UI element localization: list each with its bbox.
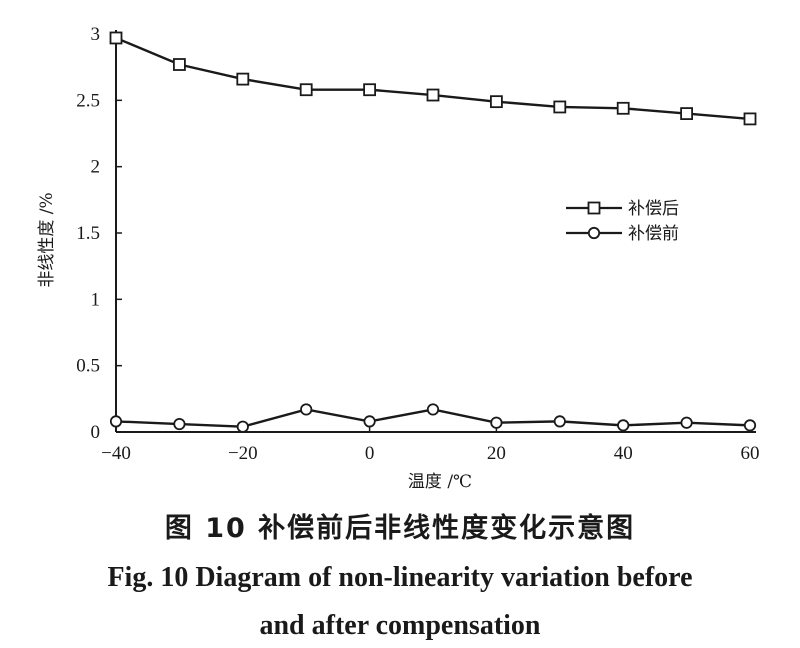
x-tick-label: 20 — [487, 443, 506, 464]
data-point — [743, 112, 757, 126]
y-tick-label: 3 — [91, 24, 101, 45]
legend-marker — [587, 226, 601, 240]
data-point — [426, 88, 440, 102]
data-point — [236, 72, 250, 86]
y-ticks: 0 0.5 1 1.5 2 2.5 3 — [76, 24, 122, 443]
data-point — [680, 107, 693, 120]
data-point — [743, 419, 757, 432]
figure-caption-english-line2: and after compensation — [259, 610, 541, 641]
x-tick-label: 60 — [741, 443, 760, 464]
x-tick-label: −20 — [228, 443, 258, 464]
legend-item: 补偿前 — [566, 224, 679, 244]
y-axis-title: 非线性度 /% — [37, 192, 57, 287]
data-point — [489, 95, 503, 109]
data-point — [553, 415, 566, 428]
data-point — [490, 416, 503, 429]
legend-label: 补偿后 — [628, 199, 679, 219]
y-tick-label: 2 — [91, 157, 101, 178]
legend-item: 补偿后 — [566, 199, 679, 219]
data-point — [299, 83, 313, 97]
figure-caption-chinese: 图 10 补偿前后非线性度变化示意图 — [164, 513, 636, 544]
data-point — [236, 420, 249, 433]
y-tick-label: 2.5 — [76, 90, 100, 111]
x-axis-title: 温度 /℃ — [408, 472, 472, 492]
y-tick-label: 1.5 — [76, 223, 100, 244]
data-point — [173, 417, 186, 431]
series-1 — [109, 31, 757, 126]
series-2 — [109, 403, 757, 433]
data-point — [172, 58, 186, 71]
data-point — [680, 416, 693, 429]
y-tick-label: 0 — [91, 422, 101, 443]
line-chart: 0 0.5 1 1.5 2 2.5 3 −40 −20 0 20 40 60 温度 /℃ 非线性度 /… — [37, 24, 760, 492]
figure-caption-english-line1: Fig. 10 Diagram of non-linearity variati… — [107, 562, 693, 593]
legend-marker — [587, 201, 601, 215]
series-line — [115, 36, 751, 121]
data-point — [426, 403, 440, 416]
data-point — [616, 101, 630, 115]
y-tick-label: 0.5 — [76, 356, 100, 377]
data-point — [363, 415, 376, 428]
data-point — [363, 83, 377, 97]
data-point — [109, 415, 123, 428]
data-point — [109, 31, 123, 45]
x-tick-label: 0 — [365, 443, 375, 464]
data-point — [300, 403, 313, 416]
x-tick-label: 40 — [614, 443, 633, 464]
data-point — [617, 419, 630, 432]
legend-label: 补偿前 — [628, 224, 679, 244]
x-tick-label: −40 — [101, 443, 131, 464]
data-point — [553, 100, 567, 114]
y-tick-label: 1 — [91, 289, 101, 310]
chart-series — [109, 31, 757, 433]
